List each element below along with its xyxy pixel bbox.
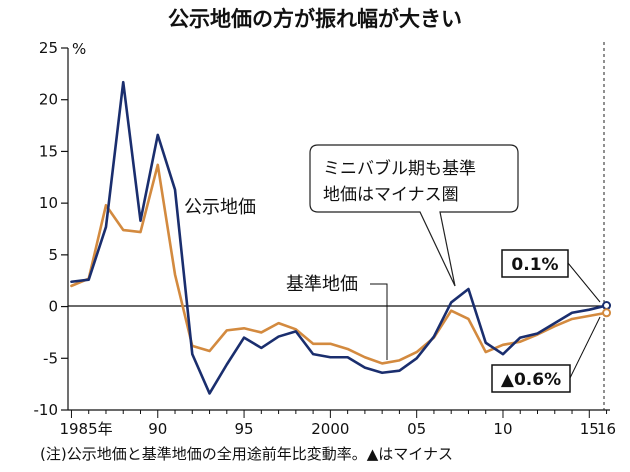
series-label-kouji: 公示地価	[184, 197, 256, 218]
value-box-bottom: ▲0.6%	[491, 316, 601, 393]
y-tick-label: 15	[39, 142, 58, 160]
y-tick-label: 25	[39, 39, 58, 57]
x-tick-label: 90	[148, 420, 167, 438]
y-tick-label: 5	[48, 246, 58, 264]
chart-title: 公示地価の方が振れ幅が大きい	[0, 0, 630, 36]
callout-bubble: ミニバブル期も基準 地価はマイナス圏	[309, 144, 519, 287]
x-tick-label: 10	[493, 420, 512, 438]
kijun-label-leader	[370, 283, 388, 360]
y-tick-label: -5	[43, 349, 58, 367]
endpoint-marker-kijun	[602, 308, 612, 318]
callout-line-2: 地価はマイナス圏	[323, 185, 459, 205]
endpoint-marker-kouji	[602, 301, 612, 311]
x-tick-label: 15	[580, 420, 599, 438]
x-tick-label: 16	[597, 420, 616, 438]
y-tick-label: 20	[39, 91, 58, 109]
y-unit-label: %	[72, 40, 86, 58]
series-label-kijun: 基準地価	[286, 274, 358, 295]
value-box-bottom-text: ▲0.6%	[501, 370, 561, 390]
callout-line-1: ミニバブル期も基準	[323, 158, 476, 179]
x-tick-label: 95	[235, 420, 254, 438]
y-tick-label: 10	[39, 194, 58, 212]
value-box-top-text: 0.1%	[511, 255, 558, 275]
value-box-top: 0.1%	[501, 249, 601, 303]
x-tick-label: 2000	[311, 420, 349, 438]
x-tick-label: 05	[407, 420, 426, 438]
y-tick-label: 0	[48, 298, 58, 316]
y-tick-label: -10	[34, 401, 59, 419]
x-tick-label: 1985年	[59, 420, 112, 438]
series-line-kijun	[70, 163, 608, 365]
footnote: (注)公示地価と基準地価の全用途前年比変動率。▲はマイナス	[40, 445, 453, 463]
series-line-kouji	[70, 80, 608, 395]
